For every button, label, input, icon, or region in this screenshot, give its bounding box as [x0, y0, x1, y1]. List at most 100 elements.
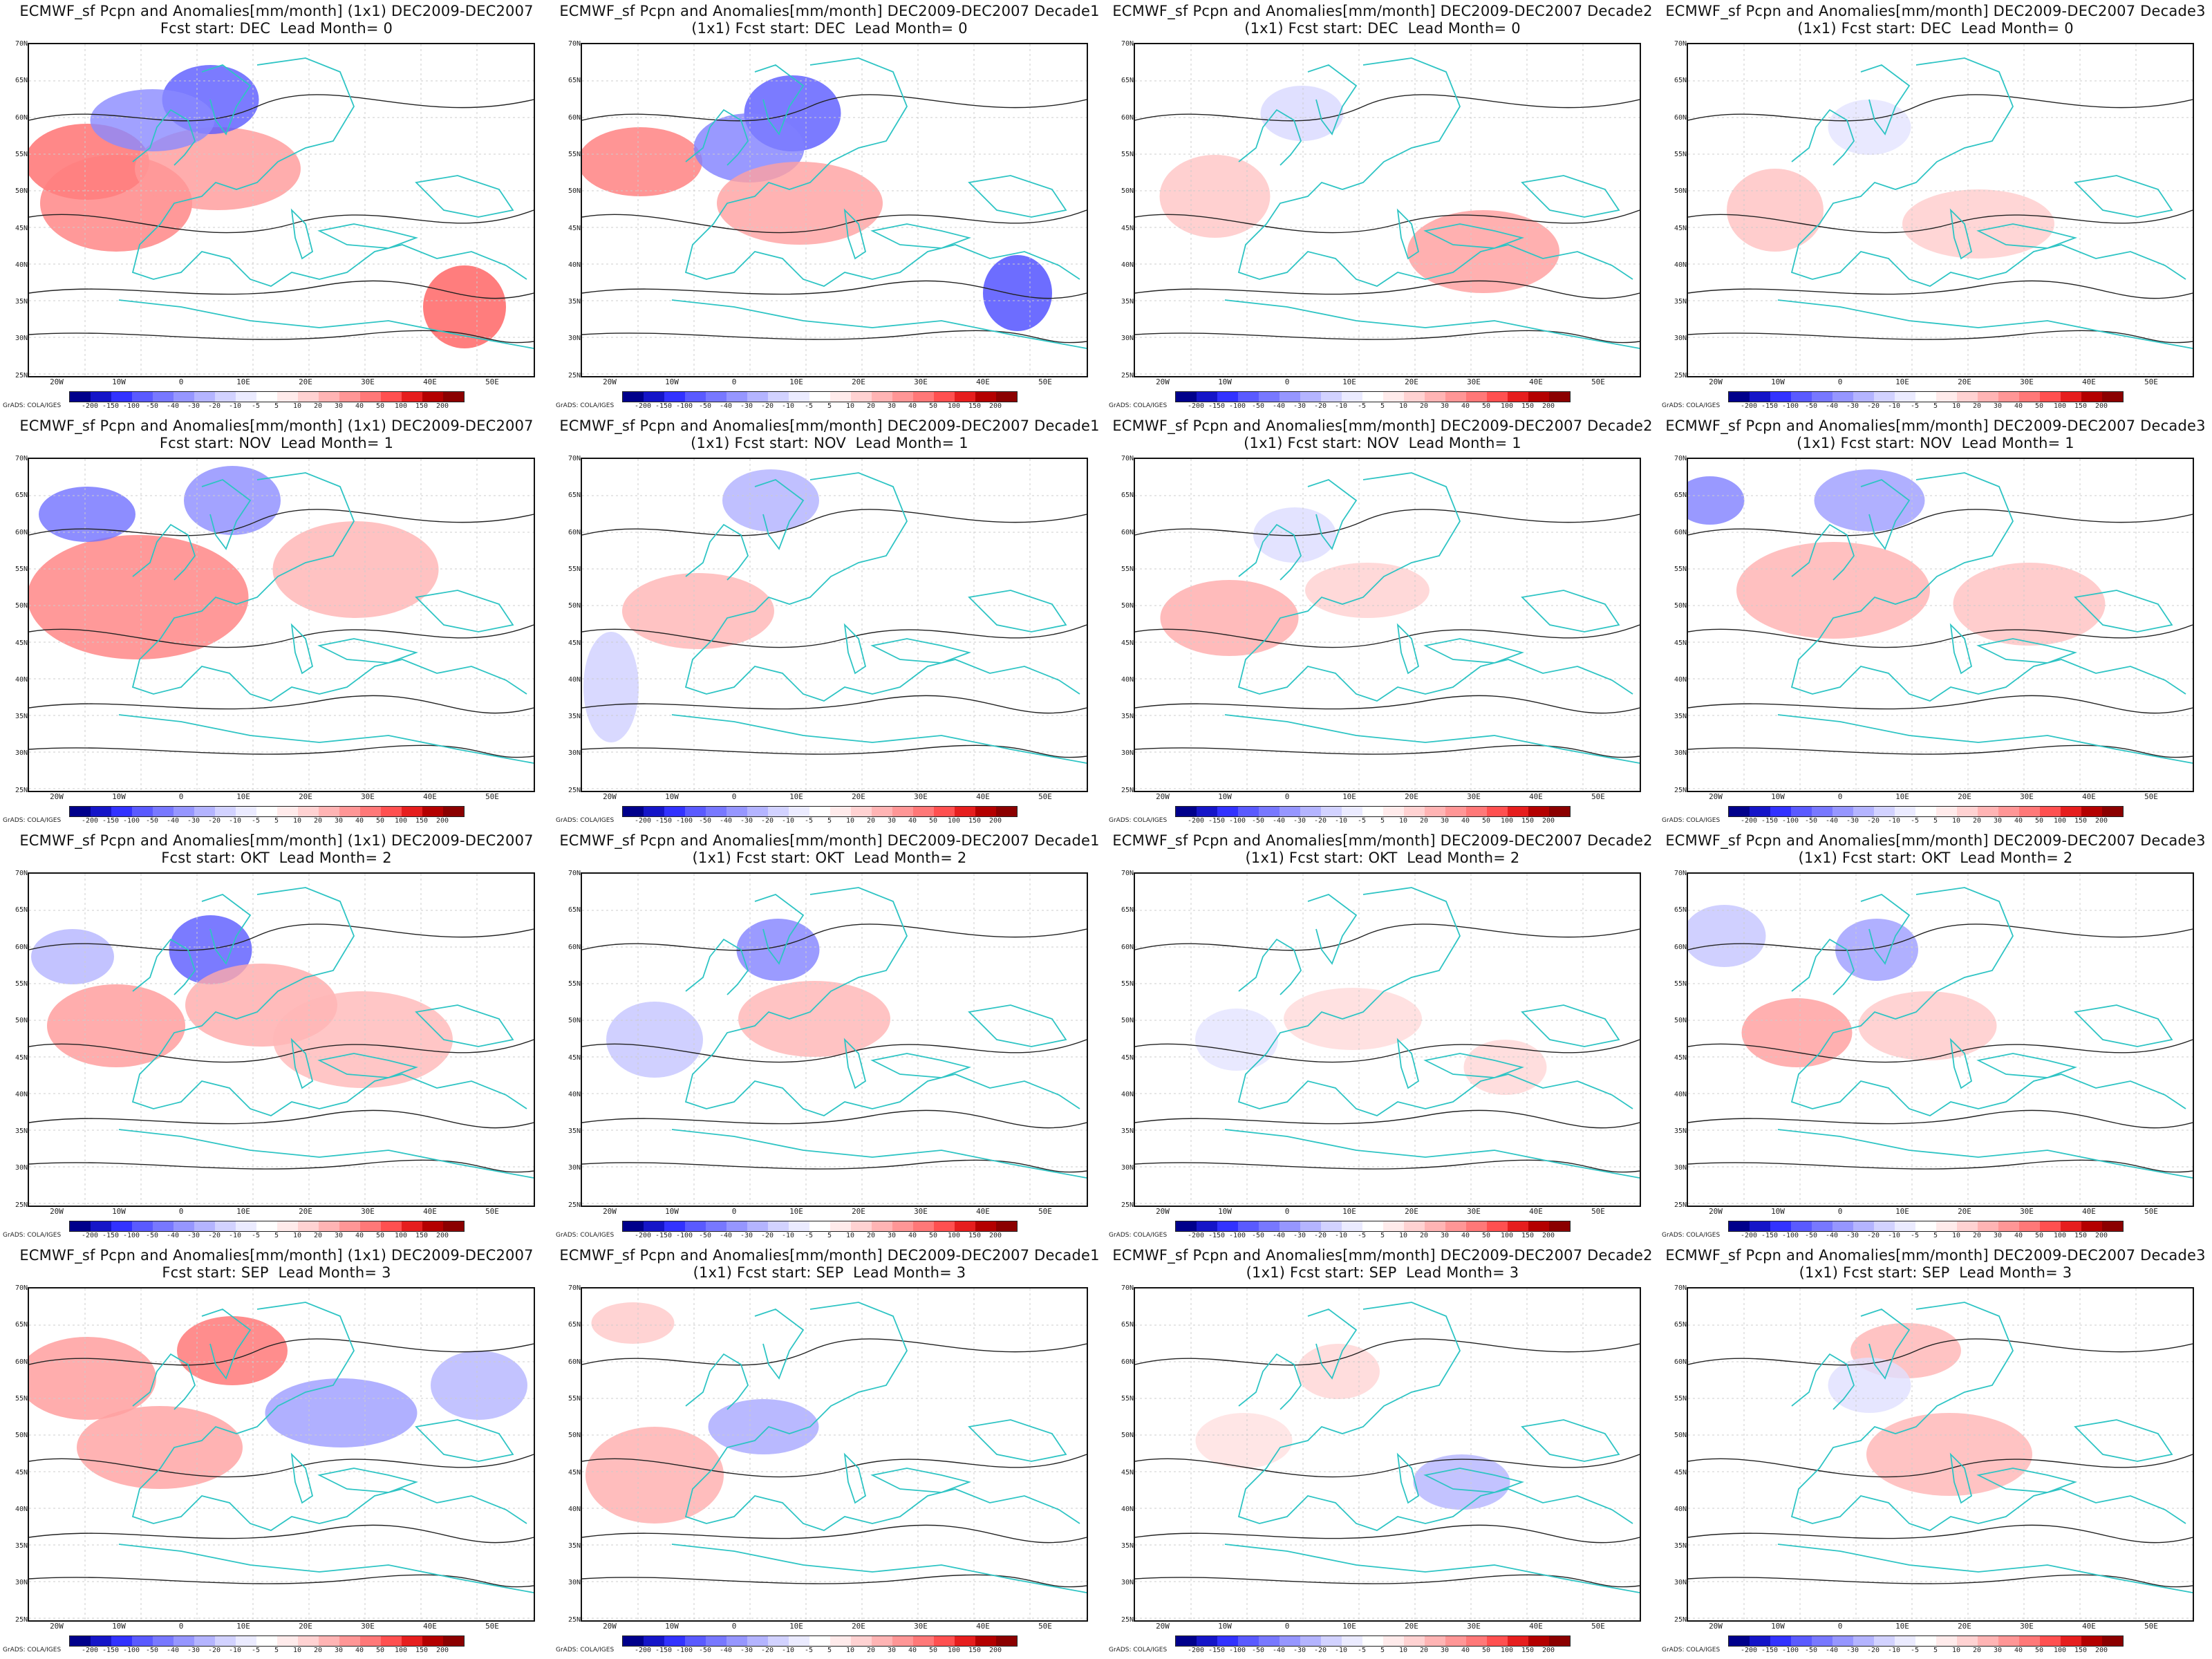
colorbar-swatch: [1259, 392, 1280, 402]
longitude-label: 50E: [1038, 1207, 1052, 1216]
grads-credit: GrADS: COLA/IGES: [1662, 817, 1721, 824]
panel-subtitle: (1x1) Fcst start: SEP Lead Month= 3: [1799, 1264, 2072, 1281]
colorbar-swatch: [1528, 392, 1549, 402]
map-canvas: [1688, 1288, 2193, 1620]
longitude-label: 40E: [976, 792, 990, 801]
panel-subtitle: (1x1) Fcst start: OKT Lead Month= 2: [692, 850, 967, 866]
colorbar-swatch: [319, 392, 339, 402]
colorbar-swatch: [1729, 807, 1750, 816]
colorbar-swatch: [955, 1636, 975, 1646]
longitude-label: 20E: [1958, 792, 1971, 801]
colorbar-label: -5: [1357, 817, 1367, 825]
colorbar-label: 10: [292, 1647, 302, 1654]
colorbar-swatch: [1259, 807, 1280, 816]
longitude-label: 0: [731, 1207, 737, 1216]
colorbar-label: -40: [719, 402, 733, 410]
contour-line: [1135, 695, 1640, 714]
colorbar-swatch: [256, 1221, 277, 1231]
latitude-label: 30N: [1674, 749, 1687, 758]
colorbar-label: -5: [1910, 1647, 1920, 1654]
contour-line: [582, 924, 1087, 951]
longitude-label: 50E: [1591, 377, 1605, 386]
colorbar-swatch: [277, 1636, 298, 1646]
map-canvas: [582, 44, 1087, 376]
anomaly-area: [39, 487, 135, 542]
colorbar-swatch: [2102, 1221, 2123, 1231]
colorbar-label: 100: [394, 402, 408, 410]
colorbar-label: 5: [827, 1232, 832, 1239]
latitude-label: 65N: [1121, 491, 1134, 500]
colorbar-swatch: [1197, 807, 1217, 816]
longitude-label: 10E: [1342, 1207, 1356, 1216]
colorbar-swatch: [706, 807, 727, 816]
colorbar-swatch: [747, 392, 768, 402]
colorbar-label: -5: [804, 1232, 814, 1239]
colorbar-label: -200: [1740, 817, 1758, 825]
longitude-label: 30E: [1467, 1207, 1481, 1216]
colorbar-swatch: [277, 392, 298, 402]
colorbar: [1728, 1635, 2124, 1647]
colorbar-swatch: [1176, 392, 1197, 402]
colorbar-label: -10: [1887, 402, 1901, 410]
colorbar-swatch: [1425, 807, 1445, 816]
contour-line: [1135, 624, 1640, 648]
contour-line: [29, 1338, 534, 1366]
map-canvas: [582, 459, 1087, 791]
colorbar-label: -50: [1804, 1232, 1818, 1239]
colorbar: [1728, 391, 2124, 402]
latitude-label: 55N: [15, 980, 28, 988]
colorbar-swatch: [1978, 807, 1998, 816]
longitude-label: 10E: [789, 377, 803, 386]
colorbar-swatch: [111, 1636, 132, 1646]
colorbar-swatch: [1197, 392, 1217, 402]
colorbar-label: 200: [988, 402, 1002, 410]
map-canvas: [1688, 459, 2193, 791]
colorbar-label: 20: [866, 817, 876, 825]
longitude-label: 30E: [2020, 377, 2034, 386]
latitude-label: 50N: [1121, 1017, 1134, 1025]
colorbar-label: 30: [1440, 1232, 1450, 1239]
colorbar: [69, 391, 465, 402]
colorbar-swatch: [913, 1636, 934, 1646]
colorbar-label: 10: [845, 1647, 855, 1654]
colorbar-label: 100: [947, 817, 961, 825]
colorbar-swatch: [1508, 392, 1528, 402]
contour-line: [29, 1039, 534, 1063]
colorbar-swatch: [2102, 392, 2123, 402]
colorbar-label: 100: [394, 1647, 408, 1654]
latitude-label: 35N: [1121, 1127, 1134, 1136]
anomaly-map: [1687, 872, 2194, 1207]
contour-line: [1688, 744, 2193, 758]
colorbar-label: 50: [1481, 1232, 1491, 1239]
anomaly-area: [1407, 210, 1559, 293]
panel-subtitle: (1x1) Fcst start: OKT Lead Month= 2: [1245, 850, 1520, 866]
colorbar-label: -40: [1825, 1647, 1839, 1654]
contour-line: [582, 1338, 1087, 1366]
colorbar-swatch: [934, 392, 955, 402]
colorbar: [1175, 391, 1571, 402]
coastline: [118, 57, 534, 349]
colorbar-swatch: [236, 1636, 256, 1646]
longitude-label: 50E: [485, 792, 499, 801]
colorbar-label: -50: [698, 1647, 712, 1654]
colorbar-swatch: [1280, 807, 1300, 816]
latitude-label: 40N: [1121, 1505, 1134, 1513]
colorbar-label: -100: [1228, 1647, 1246, 1654]
anomaly-area: [1195, 1413, 1293, 1468]
anomaly-area: [1814, 469, 1925, 532]
latitude-label: 55N: [15, 150, 28, 158]
map-canvas: [29, 459, 534, 791]
latitude-label: 70N: [15, 455, 28, 462]
colorbar-label: 150: [415, 1232, 429, 1239]
longitude-label: 20W: [1709, 792, 1723, 801]
colorbar-label: -30: [1846, 817, 1859, 825]
colorbar: [69, 806, 465, 817]
colorbar-swatch: [1936, 807, 1957, 816]
colorbar-swatch: [644, 1221, 664, 1231]
colorbar-label: -50: [1804, 1647, 1818, 1654]
colorbar-label: -10: [781, 402, 795, 410]
colorbar-label: -10: [228, 1647, 242, 1654]
anomaly-area: [1305, 563, 1430, 618]
longitude-label: 10E: [789, 1622, 803, 1631]
anomaly-area: [29, 535, 249, 659]
